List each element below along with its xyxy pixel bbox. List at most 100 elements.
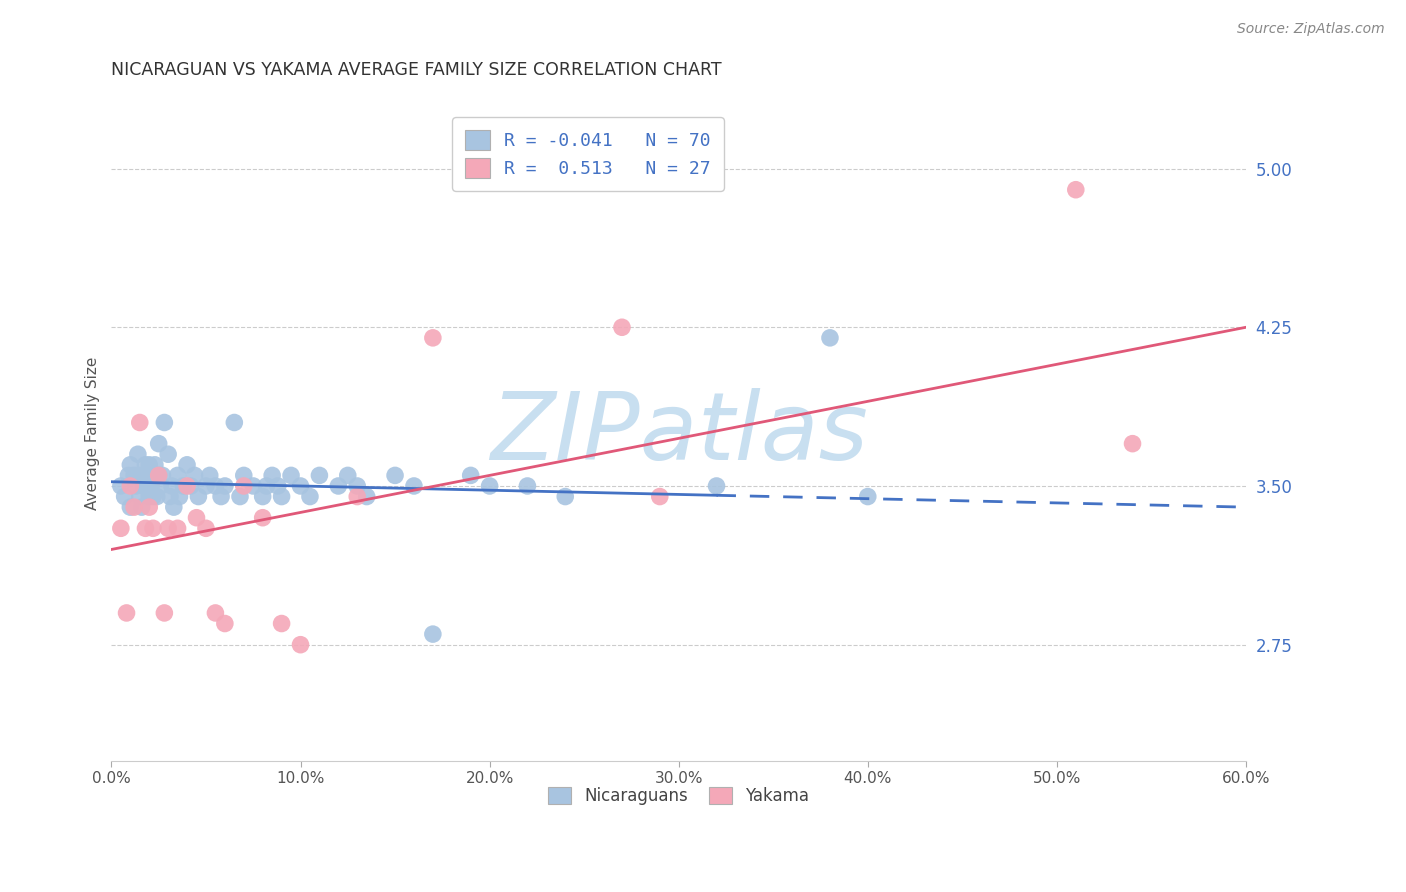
Point — [270, 616, 292, 631]
Point — [142, 521, 165, 535]
Point — [516, 479, 538, 493]
Point — [157, 521, 180, 535]
Point — [194, 521, 217, 535]
Point — [290, 479, 312, 493]
Point — [157, 447, 180, 461]
Point — [166, 521, 188, 535]
Point — [160, 479, 183, 493]
Point — [153, 416, 176, 430]
Point — [384, 468, 406, 483]
Point — [818, 331, 841, 345]
Text: Source: ZipAtlas.com: Source: ZipAtlas.com — [1237, 22, 1385, 37]
Point — [148, 436, 170, 450]
Point — [402, 479, 425, 493]
Point — [856, 490, 879, 504]
Point — [183, 468, 205, 483]
Point — [114, 490, 136, 504]
Point — [204, 479, 226, 493]
Point — [186, 510, 208, 524]
Point — [194, 479, 217, 493]
Point — [648, 490, 671, 504]
Point — [146, 490, 169, 504]
Point — [204, 606, 226, 620]
Point — [232, 468, 254, 483]
Point — [706, 479, 728, 493]
Point — [122, 468, 145, 483]
Point — [128, 490, 150, 504]
Point — [346, 490, 368, 504]
Point — [308, 468, 330, 483]
Point — [132, 479, 155, 493]
Text: NICARAGUAN VS YAKAMA AVERAGE FAMILY SIZE CORRELATION CHART: NICARAGUAN VS YAKAMA AVERAGE FAMILY SIZE… — [111, 61, 723, 78]
Point — [139, 479, 162, 493]
Point — [422, 627, 444, 641]
Point — [120, 458, 142, 472]
Point — [232, 479, 254, 493]
Point — [142, 468, 165, 483]
Point — [110, 521, 132, 535]
Point — [125, 479, 148, 493]
Point — [138, 458, 160, 472]
Point — [252, 510, 274, 524]
Point — [336, 468, 359, 483]
Point — [180, 479, 202, 493]
Point — [270, 490, 292, 504]
Point — [214, 479, 236, 493]
Point — [460, 468, 482, 483]
Point — [280, 468, 302, 483]
Point — [159, 490, 181, 504]
Point — [136, 479, 159, 493]
Point — [148, 468, 170, 483]
Point — [610, 320, 633, 334]
Point — [128, 416, 150, 430]
Point — [131, 500, 153, 515]
Point — [172, 479, 194, 493]
Point — [120, 500, 142, 515]
Point — [138, 500, 160, 515]
Point — [290, 638, 312, 652]
Point — [143, 458, 166, 472]
Point — [110, 479, 132, 493]
Point — [252, 490, 274, 504]
Point — [169, 490, 191, 504]
Point — [1064, 183, 1087, 197]
Point — [298, 490, 321, 504]
Point — [115, 606, 138, 620]
Point — [148, 468, 170, 483]
Point — [117, 468, 139, 483]
Point — [128, 468, 150, 483]
Point — [256, 479, 278, 493]
Point — [198, 468, 221, 483]
Point — [134, 458, 156, 472]
Point — [224, 416, 246, 430]
Point — [149, 479, 172, 493]
Point — [166, 468, 188, 483]
Point — [356, 490, 378, 504]
Point — [214, 616, 236, 631]
Point — [152, 468, 174, 483]
Text: ZIPatlas: ZIPatlas — [489, 388, 868, 479]
Point — [267, 479, 290, 493]
Point — [422, 331, 444, 345]
Point — [554, 490, 576, 504]
Point — [478, 479, 501, 493]
Legend: Nicaraguans, Yakama: Nicaraguans, Yakama — [541, 780, 815, 812]
Point — [122, 500, 145, 515]
Point — [153, 606, 176, 620]
Point — [120, 479, 142, 493]
Point — [209, 490, 232, 504]
Point — [142, 490, 165, 504]
Point — [229, 490, 252, 504]
Point — [134, 521, 156, 535]
Point — [163, 500, 186, 515]
Point — [1121, 436, 1143, 450]
Point — [138, 490, 160, 504]
Point — [242, 479, 264, 493]
Point — [187, 490, 209, 504]
Point — [134, 468, 156, 483]
Point — [176, 479, 198, 493]
Point — [346, 479, 368, 493]
Point — [127, 447, 149, 461]
Y-axis label: Average Family Size: Average Family Size — [86, 357, 100, 509]
Point — [328, 479, 350, 493]
